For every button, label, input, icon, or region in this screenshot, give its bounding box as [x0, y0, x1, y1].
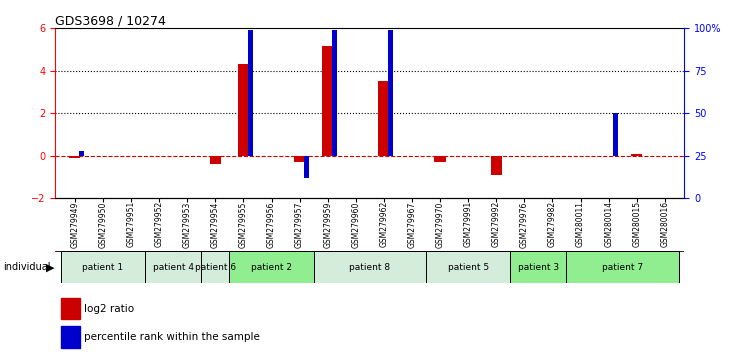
Text: GSM279992: GSM279992: [492, 201, 500, 247]
Bar: [294, 156, 305, 162]
Bar: [304, 156, 309, 178]
Text: GSM279953: GSM279953: [183, 201, 192, 248]
Bar: [491, 156, 502, 175]
Bar: [426, 251, 510, 283]
Text: GSM279970: GSM279970: [436, 201, 445, 248]
Bar: [322, 46, 333, 156]
Bar: [434, 156, 446, 162]
Text: patient 3: patient 3: [518, 263, 559, 272]
Bar: [389, 30, 394, 156]
Text: log2 ratio: log2 ratio: [83, 303, 134, 314]
Bar: [62, 298, 80, 319]
Text: GSM279957: GSM279957: [295, 201, 304, 248]
Text: GSM279954: GSM279954: [210, 201, 220, 248]
Text: patient 7: patient 7: [602, 263, 643, 272]
Bar: [332, 30, 337, 156]
Text: patient 8: patient 8: [350, 263, 390, 272]
Bar: [238, 64, 249, 156]
Text: patient 4: patient 4: [152, 263, 194, 272]
Bar: [510, 251, 567, 283]
Text: GSM279952: GSM279952: [155, 201, 163, 247]
Text: patient 1: patient 1: [82, 263, 124, 272]
Text: GSM279959: GSM279959: [323, 201, 332, 248]
Bar: [210, 156, 221, 164]
Bar: [248, 30, 253, 156]
Text: GSM280015: GSM280015: [632, 201, 641, 247]
Bar: [61, 251, 145, 283]
Bar: [69, 156, 80, 158]
Bar: [201, 251, 230, 283]
Text: GSM279950: GSM279950: [99, 201, 107, 248]
Bar: [613, 113, 618, 156]
Text: GSM280011: GSM280011: [576, 201, 585, 247]
Text: GSM279962: GSM279962: [379, 201, 389, 247]
Text: GSM279955: GSM279955: [239, 201, 248, 248]
Bar: [378, 81, 389, 156]
Text: patient 6: patient 6: [195, 263, 236, 272]
Bar: [145, 251, 201, 283]
Text: patient 5: patient 5: [447, 263, 489, 272]
Text: GSM279949: GSM279949: [71, 201, 79, 248]
Text: GSM279976: GSM279976: [520, 201, 529, 248]
Text: percentile rank within the sample: percentile rank within the sample: [83, 332, 259, 342]
Text: GSM280014: GSM280014: [604, 201, 613, 247]
Text: GSM279960: GSM279960: [351, 201, 361, 248]
Text: GSM279991: GSM279991: [464, 201, 473, 247]
Text: GSM279967: GSM279967: [408, 201, 417, 248]
Bar: [230, 251, 314, 283]
Text: GSM280016: GSM280016: [660, 201, 669, 247]
Text: GSM279982: GSM279982: [548, 201, 557, 247]
Text: patient 2: patient 2: [251, 263, 292, 272]
Text: GSM279956: GSM279956: [267, 201, 276, 248]
Text: individual: individual: [3, 262, 51, 272]
Text: ▶: ▶: [46, 262, 55, 272]
Bar: [79, 151, 85, 156]
Text: GSM279951: GSM279951: [127, 201, 135, 247]
Bar: [314, 251, 426, 283]
Bar: [62, 326, 80, 348]
Text: GDS3698 / 10274: GDS3698 / 10274: [55, 14, 166, 27]
Bar: [567, 251, 679, 283]
Bar: [631, 154, 643, 156]
